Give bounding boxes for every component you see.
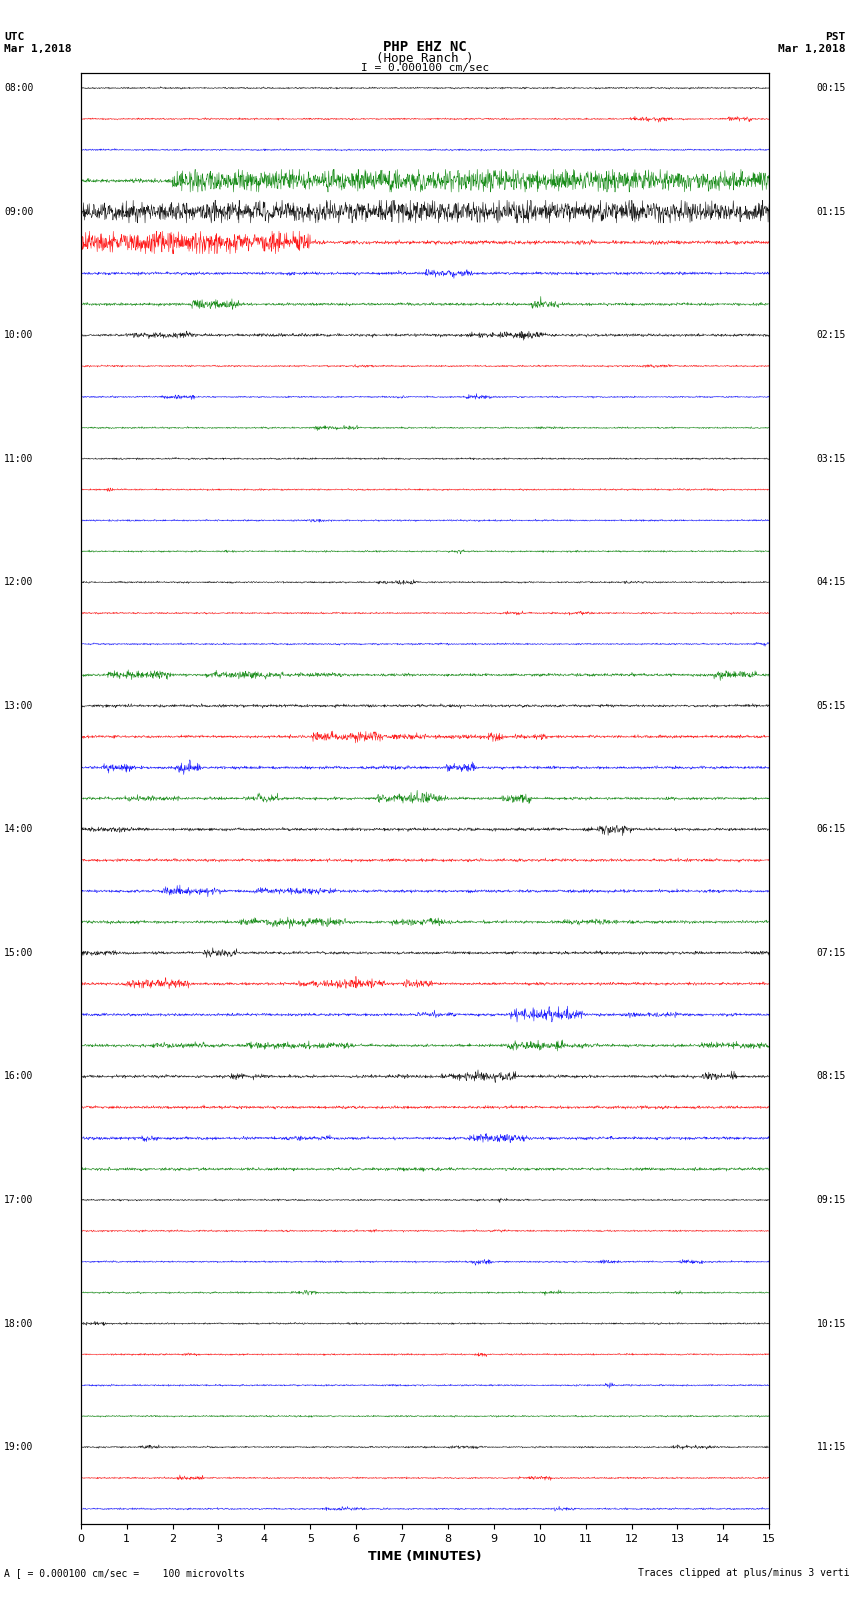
Text: 15:00: 15:00: [4, 948, 34, 958]
Text: Mar 1,2018: Mar 1,2018: [4, 44, 71, 53]
Text: 09:15: 09:15: [816, 1195, 846, 1205]
Text: (Hope Ranch ): (Hope Ranch ): [377, 52, 473, 65]
Text: 08:15: 08:15: [816, 1071, 846, 1081]
Text: 08:00: 08:00: [4, 82, 34, 94]
Text: 06:15: 06:15: [816, 824, 846, 834]
Text: 14:00: 14:00: [4, 824, 34, 834]
Text: 04:15: 04:15: [816, 577, 846, 587]
Text: 19:00: 19:00: [4, 1442, 34, 1452]
Text: 01:15: 01:15: [816, 206, 846, 216]
Text: 10:00: 10:00: [4, 331, 34, 340]
Text: Mar 1,2018: Mar 1,2018: [779, 44, 846, 53]
Text: UTC: UTC: [4, 32, 25, 42]
Text: 18:00: 18:00: [4, 1318, 34, 1329]
Text: 00:15: 00:15: [816, 82, 846, 94]
Text: 11:00: 11:00: [4, 453, 34, 463]
Text: 13:00: 13:00: [4, 700, 34, 711]
Text: 10:15: 10:15: [816, 1318, 846, 1329]
Text: 09:00: 09:00: [4, 206, 34, 216]
Text: 02:15: 02:15: [816, 331, 846, 340]
Text: 16:00: 16:00: [4, 1071, 34, 1081]
Text: PST: PST: [825, 32, 846, 42]
Text: 07:15: 07:15: [816, 948, 846, 958]
Text: I = 0.000100 cm/sec: I = 0.000100 cm/sec: [361, 63, 489, 73]
Text: A [ = 0.000100 cm/sec =    100 microvolts: A [ = 0.000100 cm/sec = 100 microvolts: [4, 1568, 245, 1578]
Text: PHP EHZ NC: PHP EHZ NC: [383, 40, 467, 55]
Text: 05:15: 05:15: [816, 700, 846, 711]
X-axis label: TIME (MINUTES): TIME (MINUTES): [368, 1550, 482, 1563]
Text: 03:15: 03:15: [816, 453, 846, 463]
Text: 11:15: 11:15: [816, 1442, 846, 1452]
Text: 12:00: 12:00: [4, 577, 34, 587]
Text: Traces clipped at plus/minus 3 vertical divisions: Traces clipped at plus/minus 3 vertical …: [638, 1568, 850, 1578]
Text: 17:00: 17:00: [4, 1195, 34, 1205]
